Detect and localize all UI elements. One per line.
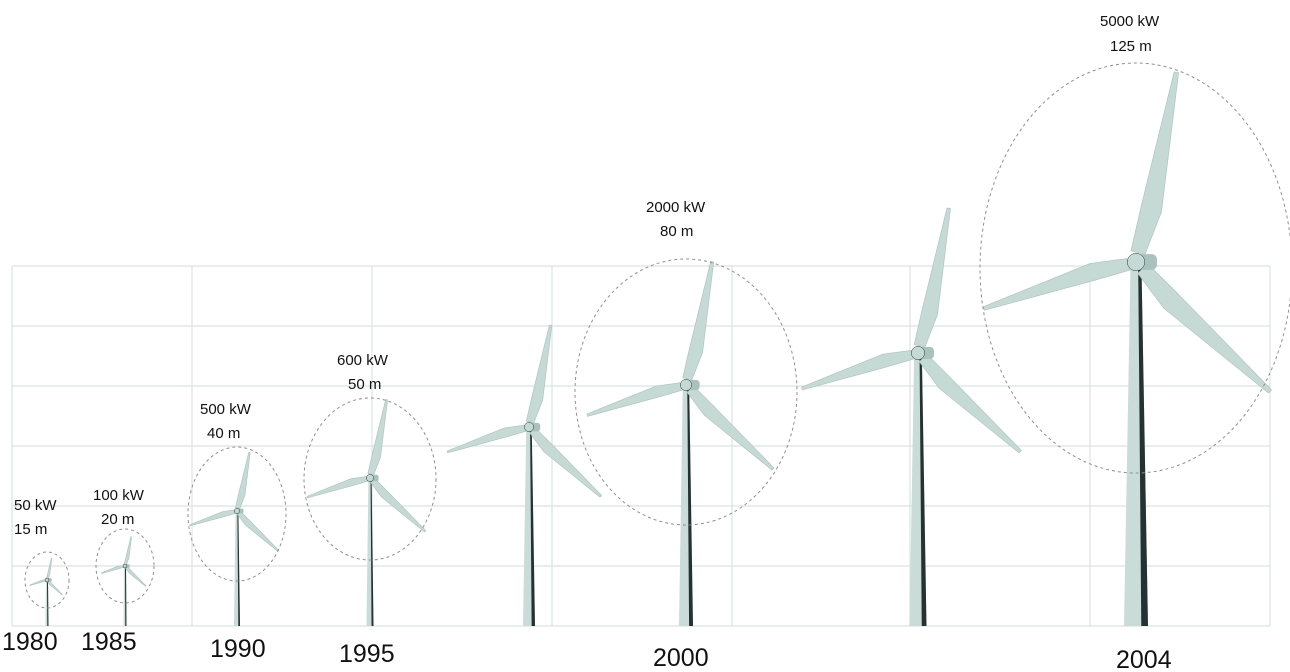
rotor-circle-t2000 [574, 258, 798, 526]
blade-up-t2004 [1130, 71, 1179, 255]
year-label-1990: 1990 [210, 635, 266, 663]
tower-shadow-t1990 [237, 511, 240, 626]
turbine-group [24, 62, 1290, 626]
hub-t2000 [680, 379, 692, 391]
turbine-t1995 [303, 397, 437, 626]
rotor-circle-t1980 [24, 551, 70, 609]
blade-right-t1998 [529, 427, 603, 498]
blade-right-t1980 [46, 579, 63, 596]
hub-t1985 [122, 563, 128, 569]
blade-right-t1990 [237, 510, 280, 552]
rating-labels: 50 kW 15 m 100 kW 20 m 500 kW 40 m 600 k… [14, 13, 1160, 538]
year-label-1985: 1985 [81, 628, 137, 656]
power-label-1990: 500 kW [200, 401, 252, 418]
power-label-2000: 2000 kW [646, 199, 706, 216]
rotor-circle-t1985 [95, 528, 155, 604]
turbine-t1998 [446, 324, 603, 626]
blade-left-t1995 [306, 476, 368, 499]
turbine-t1980 [24, 551, 70, 626]
tower-shadow-t1980 [47, 580, 49, 626]
hub-t1995 [366, 474, 374, 482]
background-grid [11, 265, 1271, 627]
tower-shadow-t1985 [125, 566, 127, 626]
diameter-label-1995: 50 m [348, 376, 381, 393]
hub-t1990 [234, 508, 240, 514]
blade-right-t1995 [370, 478, 427, 533]
year-label-1995: 1995 [339, 640, 395, 668]
hub-t1980 [44, 577, 50, 583]
blade-up-t1985 [123, 536, 132, 566]
blade-left-t1998 [446, 424, 527, 454]
blade-right-t1985 [124, 565, 147, 587]
rotor-circle-t1990 [187, 446, 287, 582]
power-label-1995: 600 kW [337, 352, 389, 369]
blade-right-t2002 [919, 353, 1022, 454]
year-labels: 1980 1985 1990 1995 2000 2004 [2, 628, 1172, 672]
blade-left-t1985 [101, 565, 125, 574]
rotor-circle-t2004 [979, 62, 1290, 474]
blade-up-t1980 [46, 558, 53, 580]
diameter-label-2000: 80 m [660, 223, 693, 240]
diameter-label-1980: 15 m [14, 521, 47, 538]
tower-shadow-t2004 [1138, 262, 1148, 626]
diameter-label-1985: 20 m [101, 511, 134, 528]
power-label-2004: 5000 kW [1100, 13, 1160, 30]
blade-left-t2000 [586, 382, 683, 417]
turbine-t2004 [979, 62, 1290, 626]
power-label-1980: 50 kW [14, 497, 57, 514]
turbine-t1990 [187, 446, 287, 626]
tower-shadow-t2002 [919, 353, 927, 626]
tower-shadow-t2000 [687, 385, 693, 626]
turbine-t2002 [801, 207, 1022, 626]
blade-up-t1995 [367, 399, 388, 476]
blade-up-t2002 [913, 207, 951, 348]
tower-shadow-t1995 [370, 478, 374, 626]
blade-up-t1998 [525, 324, 553, 424]
power-label-1985: 100 kW [93, 487, 145, 504]
blade-up-t1990 [235, 451, 251, 509]
turbine-t2000 [574, 258, 798, 626]
hub-t1998 [524, 422, 534, 432]
year-label-2004: 2004 [1116, 646, 1172, 672]
diameter-label-2004: 125 m [1110, 38, 1152, 55]
tower-shadow-t1998 [530, 427, 535, 626]
year-label-1980: 1980 [2, 628, 58, 656]
turbine-t1985 [95, 528, 155, 626]
diameter-label-1990: 40 m [207, 425, 240, 442]
blade-left-t2004 [982, 258, 1131, 311]
blade-up-t2000 [682, 261, 715, 381]
rotor-circle-t1995 [303, 397, 437, 561]
blade-right-t2004 [1137, 262, 1272, 394]
blade-right-t2000 [686, 385, 775, 471]
blade-left-t1980 [29, 579, 47, 586]
year-label-2000: 2000 [653, 644, 709, 672]
blade-left-t2002 [801, 350, 914, 391]
blade-left-t1990 [189, 509, 236, 527]
hub-t2002 [911, 346, 925, 360]
hub-t2004 [1127, 253, 1145, 271]
